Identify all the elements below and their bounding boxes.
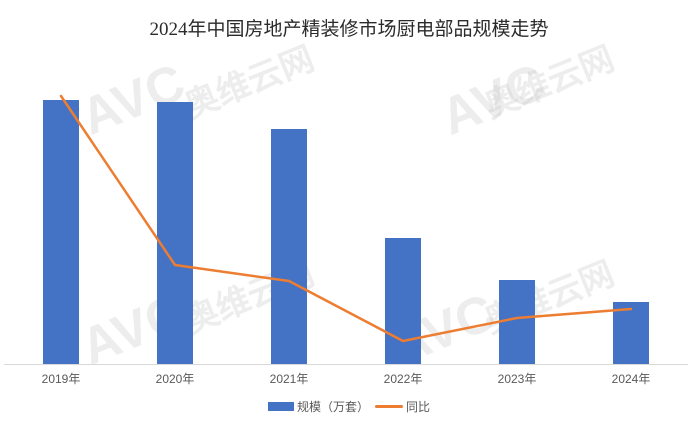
x-axis-label: 2024年	[611, 372, 651, 386]
x-axis-label: 2019年	[41, 372, 81, 386]
legend-label-line: 同比	[406, 400, 431, 414]
x-axis-label: 2023年	[497, 372, 537, 386]
bar-2020年	[157, 102, 193, 364]
bar-2019年	[43, 100, 79, 364]
bar-2024年	[613, 302, 649, 364]
x-axis-label: 2021年	[269, 372, 309, 386]
legend-label-bar: 规模（万套）	[296, 400, 369, 414]
bar-2022年	[385, 238, 421, 364]
bar-2023年	[499, 280, 535, 364]
x-axis-label: 2020年	[155, 372, 195, 386]
legend-item-line: 同比	[375, 398, 430, 415]
line-swatch-icon	[375, 405, 403, 408]
yoy-line	[59, 94, 633, 343]
bar-swatch-icon	[267, 402, 294, 411]
bar-2021年	[271, 129, 307, 364]
chart-legend: 规模（万套） 同比	[0, 398, 698, 415]
chart-title: 2024年中国房地产精装修市场厨电部品规模走势	[149, 19, 549, 40]
legend-item-bar: 规模（万套）	[267, 398, 369, 415]
x-axis-label: 2022年	[383, 372, 423, 386]
